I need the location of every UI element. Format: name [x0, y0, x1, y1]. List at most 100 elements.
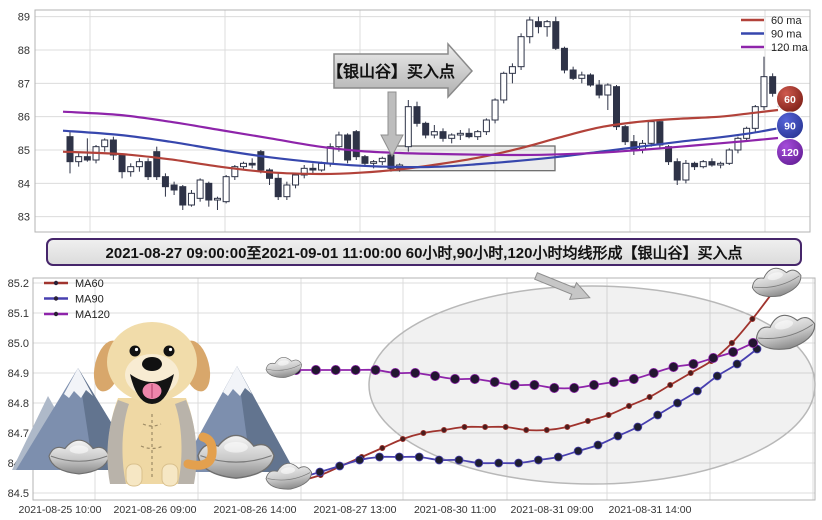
marker-MA90	[673, 398, 682, 408]
ingot-ma60-start	[265, 462, 313, 490]
candle	[474, 131, 482, 138]
candle	[647, 121, 655, 144]
candle	[231, 166, 239, 178]
marker-MA90	[494, 458, 504, 468]
marker-MA120	[290, 364, 301, 375]
badge-label: 90	[784, 120, 796, 132]
legend-label: 60 ma	[771, 15, 802, 27]
candle	[135, 161, 143, 168]
marker-MA120	[310, 364, 321, 375]
candle	[595, 84, 603, 96]
candle	[196, 179, 204, 199]
candle	[534, 21, 542, 28]
line-MA120	[295, 342, 754, 390]
marker-MA120	[430, 370, 441, 381]
candle	[673, 161, 681, 181]
banner-arrow-icon	[534, 272, 591, 300]
marker-MA120	[370, 364, 381, 375]
candle	[179, 186, 187, 206]
line-MA60	[299, 291, 774, 482]
marker-MA90	[454, 455, 464, 465]
candle	[751, 106, 759, 129]
ma-line-90ma	[62, 127, 779, 169]
buy-point-callout: 【银山谷】买入点	[327, 42, 474, 99]
candle	[725, 149, 733, 164]
marker-MA90	[534, 455, 543, 465]
y-tick-label: 85.2	[8, 278, 29, 290]
candle	[508, 66, 516, 74]
candle	[517, 36, 525, 68]
legend-label: MA60	[75, 278, 104, 290]
y-tick-label: 85.0	[8, 338, 29, 350]
candle	[552, 21, 560, 49]
marker-MA60	[523, 426, 530, 433]
marker-MA90	[653, 410, 663, 420]
marker-MA90	[732, 359, 742, 369]
candle	[404, 106, 412, 148]
candle	[335, 134, 343, 148]
ma-line-chart: 84.5 84.6 84.7 84.8 84.9 85.0 85.1 85.2 2021-08-…	[8, 267, 816, 516]
marker-MA90	[553, 452, 563, 462]
x-tick-label: 2021-08-31 09:00	[511, 504, 594, 516]
candle	[578, 74, 586, 79]
bottom-legend: MA60 MA90 MA120	[44, 278, 110, 321]
marker-MA120	[489, 376, 500, 387]
marker-MA90	[752, 344, 762, 354]
marker-MA120	[509, 379, 520, 390]
candle	[439, 131, 447, 139]
marker-MA120	[549, 382, 560, 393]
candle	[109, 139, 117, 156]
marker-MA90	[315, 467, 325, 477]
candle	[213, 197, 221, 201]
marker-MA60	[440, 426, 447, 433]
candle	[292, 174, 300, 186]
marker-MA90	[514, 458, 523, 468]
candle	[205, 182, 213, 201]
marker-MA60	[543, 426, 550, 433]
marker-MA60	[502, 423, 509, 430]
candle	[526, 19, 534, 38]
candle	[239, 162, 247, 168]
marker-MA60	[626, 402, 633, 409]
candle	[491, 99, 499, 121]
candle	[75, 156, 83, 163]
candle	[370, 161, 378, 164]
candle	[300, 167, 308, 176]
top-y-axis-labels: 83 84 85 86 87 88 89	[18, 12, 30, 224]
marker-MA90	[434, 455, 444, 465]
marker-MA60	[605, 411, 612, 418]
candle	[66, 136, 74, 163]
candle	[266, 169, 274, 179]
y-tick-label: 84.9	[8, 368, 29, 380]
x-tick-label: 2021-08-30 11:00	[414, 504, 496, 516]
top-grid	[34, 9, 811, 233]
marker-MA120	[410, 367, 421, 378]
marker-MA60	[296, 477, 303, 484]
bottom-grid	[32, 277, 816, 501]
marker-MA90	[693, 386, 702, 396]
candle	[456, 132, 464, 136]
badge-label: 120	[781, 147, 799, 159]
candle	[760, 76, 768, 108]
marker-MA90	[593, 440, 603, 450]
marker-MA120	[569, 382, 580, 393]
candle	[448, 134, 456, 139]
marker-MA120	[628, 373, 639, 384]
marker-MA120	[350, 364, 361, 375]
marker-MA120	[449, 373, 460, 384]
candle	[500, 72, 508, 101]
candle	[344, 134, 352, 161]
marker-MA60	[420, 429, 427, 436]
candle	[161, 176, 169, 188]
marker-MA90	[573, 446, 583, 456]
silver-ingot-icon	[48, 439, 110, 475]
marker-MA60	[749, 315, 756, 322]
marker-MA60	[399, 435, 406, 442]
marker-MA90	[375, 452, 384, 462]
candle	[656, 121, 664, 146]
candle	[699, 161, 707, 168]
snow-mountains	[12, 366, 295, 472]
